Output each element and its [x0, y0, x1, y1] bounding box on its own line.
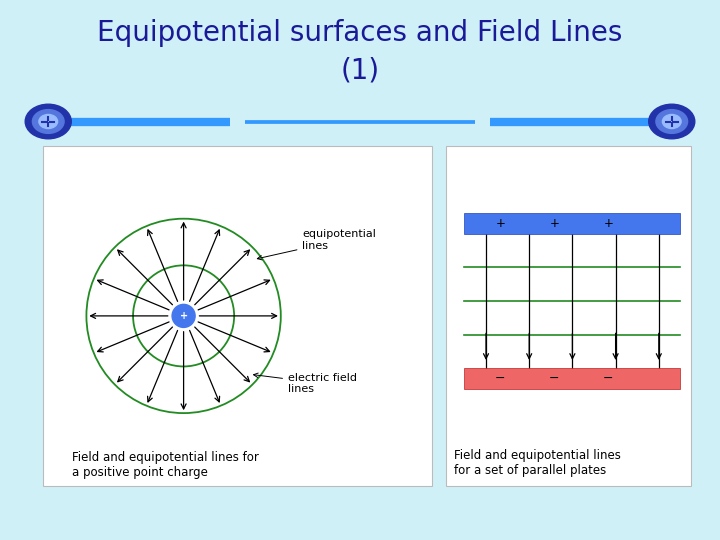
Text: +: +	[603, 217, 613, 230]
Text: Field and equipotential lines for
a positive point charge: Field and equipotential lines for a posi…	[72, 451, 259, 479]
Text: −: −	[495, 372, 505, 385]
Text: −: −	[603, 372, 613, 385]
Circle shape	[25, 104, 71, 139]
Circle shape	[32, 110, 64, 133]
Text: +: +	[495, 217, 505, 230]
Text: Field and equipotential lines
for a set of parallel plates: Field and equipotential lines for a set …	[454, 449, 621, 477]
Ellipse shape	[172, 305, 195, 327]
Text: Equipotential surfaces and Field Lines: Equipotential surfaces and Field Lines	[97, 19, 623, 47]
Circle shape	[39, 114, 58, 129]
Circle shape	[656, 110, 688, 133]
FancyBboxPatch shape	[446, 146, 691, 486]
Bar	[464, 213, 680, 234]
Text: +: +	[549, 217, 559, 230]
Text: equipotential
lines: equipotential lines	[257, 230, 377, 260]
Text: +: +	[179, 311, 188, 321]
Bar	[464, 368, 680, 389]
FancyBboxPatch shape	[43, 146, 432, 486]
Text: electric field
lines: electric field lines	[253, 373, 357, 394]
Circle shape	[649, 104, 695, 139]
Text: (1): (1)	[341, 57, 379, 85]
Text: −: −	[549, 372, 559, 385]
Circle shape	[662, 114, 681, 129]
